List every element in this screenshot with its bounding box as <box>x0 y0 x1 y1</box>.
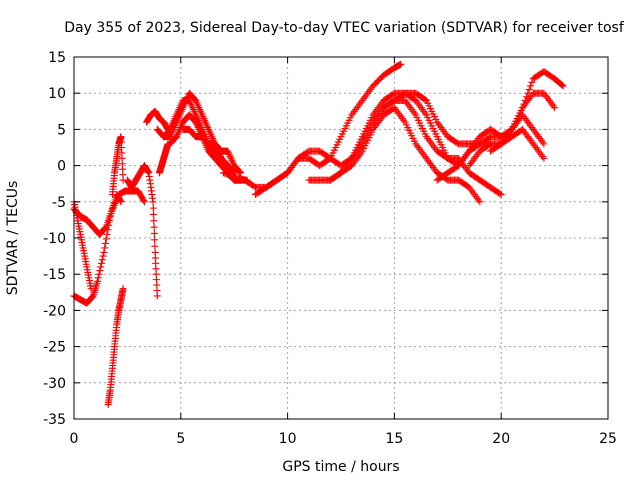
data-point <box>150 210 158 218</box>
data-point <box>151 242 159 250</box>
y-tick-label: -25 <box>43 340 66 356</box>
data-point <box>150 223 158 231</box>
data-point <box>496 190 504 198</box>
y-axis: 15 10 5 0 -5 -10 -15 -20 -25 -30 -35 <box>43 50 608 428</box>
series-track-2 <box>70 198 95 293</box>
data-point <box>540 140 548 148</box>
data-point <box>559 82 567 90</box>
series-track-5 <box>108 133 127 199</box>
data-point <box>105 221 113 229</box>
data-point <box>103 230 111 238</box>
data-point <box>237 169 245 177</box>
series-track-12 <box>155 140 172 177</box>
y-axis-label: SDTVAR / TECUs <box>5 181 21 296</box>
y-tick-label: -15 <box>43 267 66 283</box>
data-point <box>93 277 101 285</box>
y-tick-label: -5 <box>52 195 66 211</box>
data-point <box>164 140 172 148</box>
data-point <box>100 248 108 256</box>
data-point <box>527 82 535 90</box>
data-points <box>70 60 567 409</box>
data-point <box>98 259 106 267</box>
data-point <box>102 235 110 243</box>
series-track-17 <box>380 89 505 148</box>
series-track-7 <box>143 107 172 133</box>
x-tick-label: 25 <box>599 431 617 447</box>
x-tick-label: 5 <box>176 431 185 447</box>
data-point <box>149 198 157 206</box>
data-point <box>150 217 158 225</box>
data-point <box>104 226 112 234</box>
y-tick-label: -20 <box>43 303 66 319</box>
series-track-6 <box>123 162 161 300</box>
y-tick-label: 5 <box>57 122 66 138</box>
x-tick-label: 15 <box>385 431 403 447</box>
data-point <box>397 60 405 68</box>
series-track-4 <box>104 285 127 409</box>
data-point <box>101 244 109 252</box>
y-tick-label: -30 <box>43 376 66 392</box>
data-point <box>106 217 114 225</box>
series-track-18 <box>433 67 567 184</box>
chart-title: Day 355 of 2023, Sidereal Day-to-day VTE… <box>64 20 625 36</box>
series-track-21 <box>497 125 548 162</box>
x-axis-label: GPS time / hours <box>282 459 399 475</box>
series-track-3 <box>70 191 125 307</box>
data-point <box>153 292 161 300</box>
data-point <box>528 78 536 86</box>
data-point <box>94 274 102 282</box>
data-point <box>119 285 127 293</box>
data-point <box>236 168 244 176</box>
x-tick-label: 0 <box>70 431 79 447</box>
data-point <box>99 252 107 260</box>
data-point <box>102 239 110 247</box>
data-point <box>98 256 106 264</box>
data-point <box>97 263 105 271</box>
y-tick-label: -35 <box>43 412 66 428</box>
x-tick-label: 20 <box>492 431 510 447</box>
data-point <box>476 198 484 206</box>
data-point <box>525 86 533 94</box>
data-point <box>497 191 505 199</box>
y-tick-label: 15 <box>48 50 66 66</box>
data-point <box>421 96 429 104</box>
y-tick-label: -10 <box>43 231 66 247</box>
data-point <box>558 81 566 89</box>
data-point <box>95 270 103 278</box>
data-point <box>149 204 157 212</box>
data-point <box>551 104 559 112</box>
data-point <box>117 198 125 206</box>
x-axis: 0 5 10 15 20 25 <box>70 57 617 447</box>
data-point <box>140 198 148 206</box>
data-point <box>150 229 158 237</box>
x-tick-label: 10 <box>279 431 297 447</box>
data-point <box>140 196 148 204</box>
data-point <box>96 267 104 275</box>
data-point <box>151 236 159 244</box>
y-tick-label: 0 <box>57 159 66 175</box>
y-tick-label: 10 <box>48 86 66 102</box>
data-point <box>540 154 548 162</box>
